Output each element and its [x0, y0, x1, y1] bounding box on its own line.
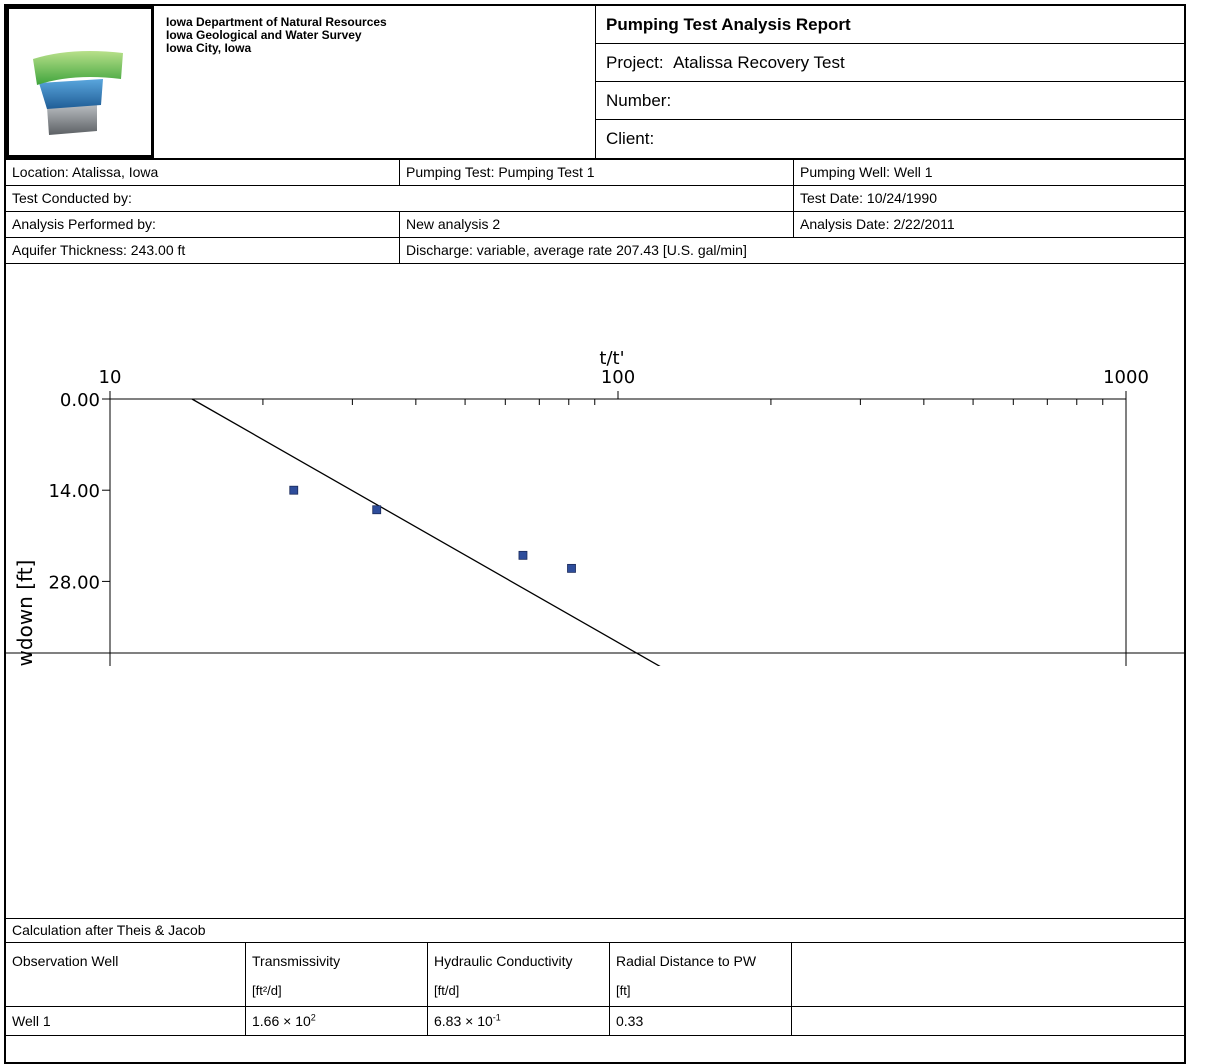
header-hydraulic-conductivity: Hydraulic Conductivity [ft/d] — [428, 943, 610, 1006]
info-row-analysis: Analysis Performed by: New analysis 2 An… — [6, 212, 1184, 238]
project-field: Project: Atalissa Recovery Test — [596, 44, 1184, 82]
discharge-cell: Discharge: variable, average rate 207.43… — [406, 242, 747, 258]
aquifer-thickness-cell: Aquifer Thickness: 243.00 ft — [6, 238, 400, 263]
fit-line — [191, 398, 661, 666]
header-transmissivity: Transmissivity [ft²/d] — [246, 943, 428, 1006]
drawdown-chart: 1010010000.0014.0028.0042.0056.0070.00t/… — [6, 348, 1184, 666]
x-tick-label: 10 — [99, 367, 122, 388]
analysis-name-cell: New analysis 2 — [400, 212, 794, 237]
y-tick-label: 0.00 — [60, 390, 100, 411]
number-field: Number: — [596, 82, 1184, 120]
header-unit: [ft] — [616, 983, 631, 998]
project-value: Atalissa Recovery Test — [673, 53, 845, 72]
header-name: Observation Well — [12, 953, 119, 969]
transmissivity-exponent: 2 — [310, 1012, 316, 1023]
header-name: Radial Distance to PW — [616, 953, 757, 969]
conductivity-exponent: -1 — [492, 1012, 501, 1023]
distance-cell: 0.33 — [610, 1007, 792, 1035]
header-observation-well: Observation Well — [6, 943, 246, 1006]
info-row-aquifer: Aquifer Thickness: 243.00 ft Discharge: … — [6, 238, 1184, 264]
organization-block: Iowa Department of Natural Resources Iow… — [154, 6, 596, 158]
org-line-1: Iowa Department of Natural Resources — [166, 15, 387, 29]
pumping-well-cell: Pumping Well: Well 1 — [800, 164, 933, 180]
report-title: Pumping Test Analysis Report — [596, 6, 1184, 44]
data-point — [518, 550, 528, 560]
org-line-3: Iowa City, Iowa — [166, 41, 252, 55]
method-row: Calculation after Theis & Jacob — [6, 918, 1184, 942]
report-info: Pumping Test Analysis Report Project: At… — [596, 6, 1184, 158]
analysis-performed-cell: Analysis Performed by: — [6, 212, 400, 237]
results-header-row: Observation Well Transmissivity [ft²/d] … — [6, 942, 1184, 1006]
project-label: Project: — [606, 53, 664, 72]
conductivity-cell: 6.83 × 10-1 — [428, 1007, 610, 1035]
org-line-2: Iowa Geological and Water Survey — [166, 28, 362, 42]
header-name: Transmissivity — [252, 953, 341, 969]
header-name: Hydraulic Conductivity — [434, 953, 573, 969]
info-row-location: Location: Atalissa, Iowa Pumping Test: P… — [6, 160, 1184, 186]
header-radial-distance: Radial Distance to PW [ft] — [610, 943, 792, 1006]
agency-logo — [6, 6, 154, 158]
analysis-date-cell: Analysis Date: 2/22/2011 — [800, 216, 955, 232]
header-unit: [ft/d] — [434, 983, 460, 998]
data-point — [289, 485, 299, 495]
pumping-test-cell: Pumping Test: Pumping Test 1 — [400, 160, 794, 185]
header-unit: [ft²/d] — [252, 983, 282, 998]
data-point — [567, 563, 576, 573]
location-cell: Location: Atalissa, Iowa — [6, 160, 400, 185]
x-tick-label: 100 — [601, 367, 635, 388]
y-tick-label: 28.00 — [48, 572, 100, 593]
y-tick-label: 14.00 — [48, 481, 100, 502]
test-conducted-cell: Test Conducted by: — [6, 186, 794, 211]
client-field: Client: — [606, 129, 655, 148]
info-row-conducted: Test Conducted by: Test Date: 10/24/1990 — [6, 186, 1184, 212]
report-page: Iowa Department of Natural Resources Iow… — [4, 4, 1186, 1064]
layered-logo-icon — [33, 51, 123, 135]
y-axis-title: Drawdown [ft] — [13, 560, 37, 666]
results-data-row: Well 1 1.66 × 102 6.83 × 10-1 0.33 — [6, 1006, 1184, 1036]
test-date-cell: Test Date: 10/24/1990 — [800, 190, 937, 206]
x-tick-label: 1000 — [1103, 367, 1149, 388]
transmissivity-cell: 1.66 × 102 — [246, 1007, 428, 1035]
x-axis-title: t/t' — [599, 348, 624, 369]
well-cell: Well 1 — [6, 1007, 246, 1035]
header-divider — [6, 158, 1184, 160]
y-tick-label: 42.00 — [48, 664, 100, 666]
conductivity-mantissa: 6.83 × 10 — [434, 1013, 493, 1029]
transmissivity-mantissa: 1.66 × 10 — [252, 1013, 311, 1029]
data-point — [372, 505, 382, 515]
